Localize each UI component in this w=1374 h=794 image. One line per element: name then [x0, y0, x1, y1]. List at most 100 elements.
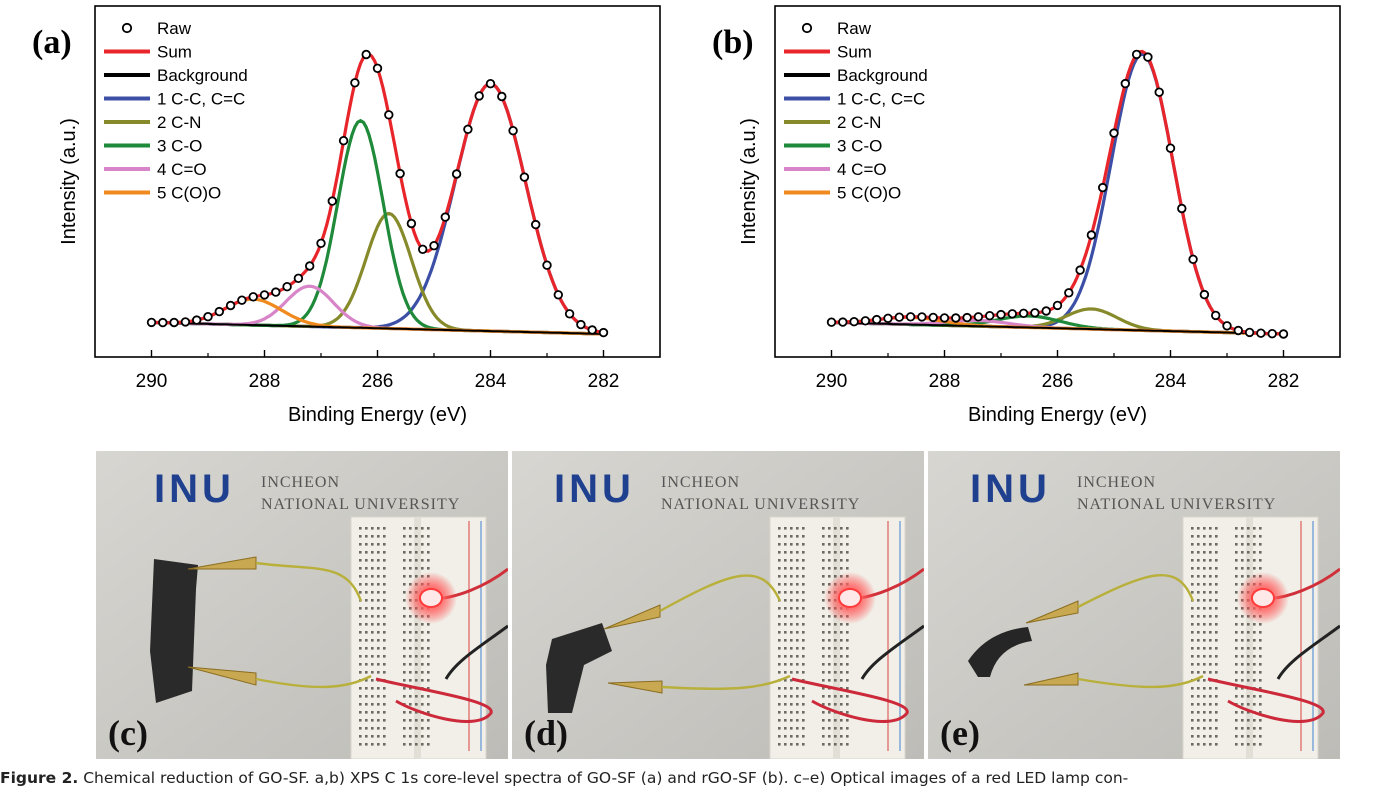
breadboard-hole [1241, 727, 1244, 730]
breadboard-hole [1259, 647, 1262, 650]
breadboard-hole [802, 703, 805, 706]
breadboard-hole [1209, 535, 1212, 538]
breadboard-hole [840, 663, 843, 666]
breadboard-hole [377, 639, 380, 642]
breadboard-hole [790, 743, 793, 746]
raw-data-point [871, 314, 882, 325]
breadboard-hole [1209, 647, 1212, 650]
breadboard-hole [1203, 623, 1206, 626]
breadboard-hole [403, 575, 406, 578]
breadboard-hole [371, 655, 374, 658]
breadboard-hole [790, 559, 793, 562]
breadboard-hole [1209, 543, 1212, 546]
breadboard-hole [1203, 575, 1206, 578]
breadboard-hole [365, 599, 368, 602]
breadboard-hole [415, 527, 418, 530]
breadboard-hole [828, 735, 831, 738]
legend-label: 2 C-N [157, 113, 201, 132]
breadboard-hole [790, 647, 793, 650]
breadboard-hole [1241, 719, 1244, 722]
breadboard-hole [778, 575, 781, 578]
background-line [831, 321, 1284, 335]
breadboard-hole [834, 543, 837, 546]
breadboard-hole [834, 743, 837, 746]
breadboard-hole [1197, 743, 1200, 746]
breadboard-hole [796, 567, 799, 570]
breadboard-hole [1247, 535, 1250, 538]
legend-label: Sum [837, 43, 872, 62]
breadboard-hole [784, 679, 787, 682]
breadboard-hole [359, 743, 362, 746]
raw-data-point [1075, 265, 1085, 275]
breadboard-hole [1191, 647, 1194, 650]
breadboard-hole [377, 551, 380, 554]
breadboard-hole [834, 671, 837, 674]
breadboard-hole [822, 607, 825, 610]
x-axis-label: Binding Energy (eV) [968, 404, 1147, 426]
breadboard-hole [1197, 735, 1200, 738]
breadboard-hole [802, 543, 805, 546]
legend-entry: 2 C-N [784, 113, 881, 132]
breadboard-hole [846, 567, 849, 570]
breadboard-hole [840, 671, 843, 674]
legend-label: Background [157, 66, 248, 85]
raw-data-point [474, 91, 484, 101]
breadboard-hole [1215, 743, 1218, 746]
breadboard-hole [421, 703, 424, 706]
breadboard-hole [784, 655, 787, 658]
breadboard-hole [403, 655, 406, 658]
breadboard-hole [790, 527, 793, 530]
breadboard-hole [1241, 535, 1244, 538]
breadboard-hole [840, 567, 843, 570]
breadboard-hole [796, 543, 799, 546]
breadboard-hole [1203, 647, 1206, 650]
breadboard-hole [1191, 735, 1194, 738]
breadboard-hole [415, 551, 418, 554]
breadboard-hole [828, 703, 831, 706]
legend-entry: Sum [784, 43, 872, 62]
raw-data-point [395, 168, 405, 179]
breadboard-hole [415, 679, 418, 682]
raw-data-point [564, 309, 575, 319]
breadboard-hole [1209, 663, 1212, 666]
breadboard-hole [784, 663, 787, 666]
breadboard-hole [377, 535, 380, 538]
breadboard-hole [371, 647, 374, 650]
raw-data-point [519, 172, 530, 182]
breadboard-hole [1209, 527, 1212, 530]
breadboard-hole [415, 559, 418, 562]
breadboard-hole [1259, 543, 1262, 546]
breadboard-hole [1241, 695, 1244, 698]
breadboard-hole [371, 663, 374, 666]
breadboard-hole [1209, 599, 1212, 602]
raw-data-point [451, 169, 462, 179]
raw-data-point [225, 300, 236, 311]
logo-mark: INU [154, 467, 235, 511]
breadboard-hole [1259, 719, 1262, 722]
breadboard-hole [846, 655, 849, 658]
breadboard-hole [790, 535, 793, 538]
breadboard-hole [415, 703, 418, 706]
breadboard-hole [409, 743, 412, 746]
breadboard-hole [1203, 543, 1206, 546]
breadboard-hole [828, 727, 831, 730]
breadboard-hole [1209, 727, 1212, 730]
breadboard-hole [1203, 735, 1206, 738]
breadboard-hole [778, 631, 781, 634]
breadboard-hole [790, 631, 793, 634]
breadboard-hole [365, 607, 368, 610]
breadboard-hole [1191, 639, 1194, 642]
breadboard-hole [1197, 679, 1200, 682]
breadboard-hole [403, 551, 406, 554]
breadboard-hole [796, 559, 799, 562]
breadboard-hole [1209, 639, 1212, 642]
breadboard-hole [784, 703, 787, 706]
breadboard-hole [359, 695, 362, 698]
breadboard-hole [796, 647, 799, 650]
panel-label: (e) [940, 713, 980, 753]
red-loop-wire [1207, 677, 1325, 723]
breadboard-hole [1203, 567, 1206, 570]
breadboard-hole [790, 575, 793, 578]
breadboard-hole [1197, 575, 1200, 578]
breadboard-hole [415, 727, 418, 730]
